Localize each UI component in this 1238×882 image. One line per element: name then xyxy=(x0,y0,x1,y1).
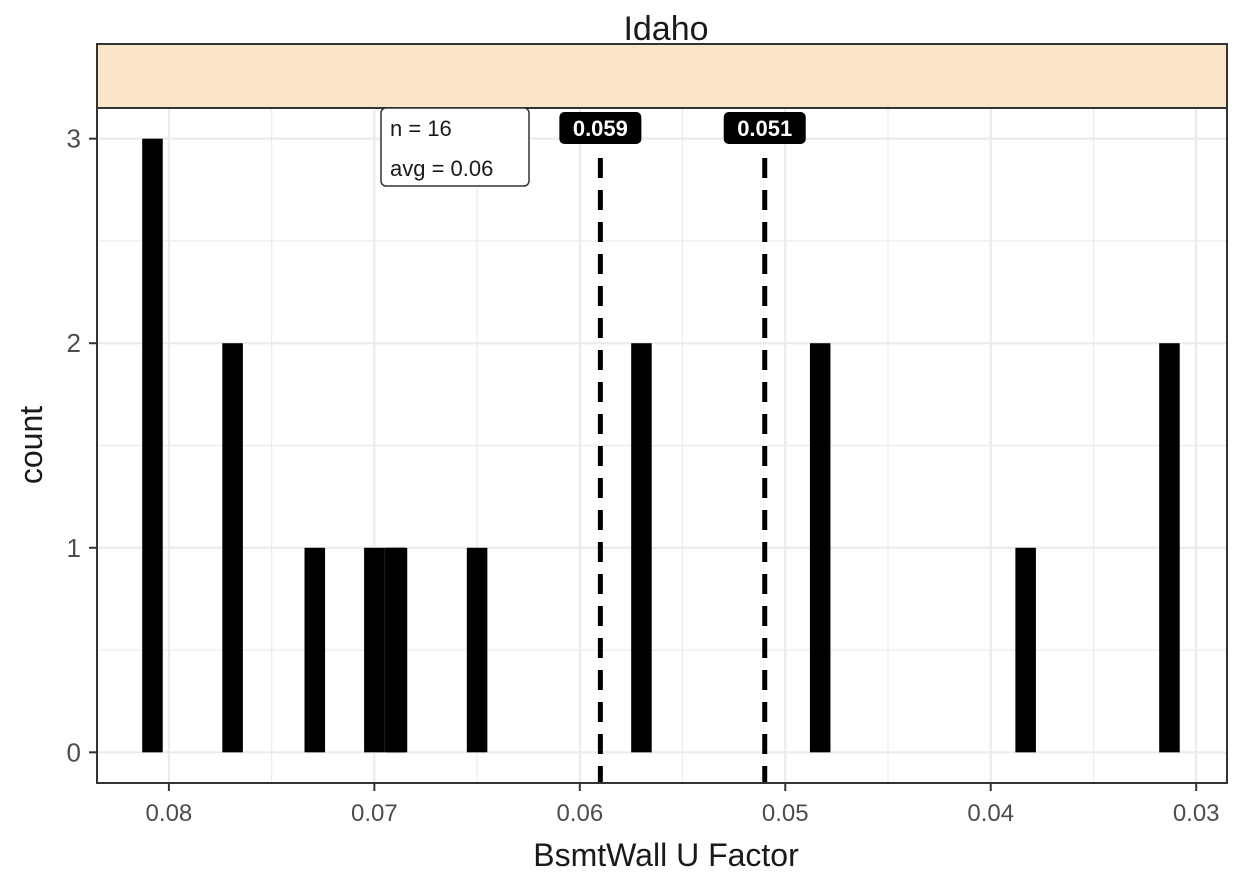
reference-line-label-box xyxy=(723,112,806,144)
x-tick-label: 0.05 xyxy=(762,800,809,827)
stats-annotation-avg: avg = 0.06 xyxy=(390,156,493,181)
x-tick-label: 0.03 xyxy=(1173,800,1220,827)
x-tick-label: 0.04 xyxy=(967,800,1014,827)
histogram-bar xyxy=(631,343,652,753)
histogram-bar xyxy=(364,547,385,753)
histogram-bar xyxy=(142,138,163,753)
x-tick-label: 0.08 xyxy=(146,800,193,827)
histogram-bar xyxy=(809,343,831,753)
stats-annotation: n = 16 avg = 0.06 xyxy=(380,107,530,187)
reference-line-label-box xyxy=(559,112,642,144)
y-axis-label: count xyxy=(13,406,49,484)
reference-line-label: 0.051 xyxy=(737,116,792,141)
facet-strip-title: Idaho xyxy=(623,10,708,48)
reference-lines: 0.059 0.051 xyxy=(559,112,806,783)
histogram-bar xyxy=(304,547,326,753)
reference-line-label: 0.059 xyxy=(573,116,628,141)
y-tick-label: 3 xyxy=(67,124,81,154)
y-axis-ticks: 0 1 2 3 xyxy=(67,124,97,767)
facet-strip xyxy=(96,43,1228,109)
y-tick-label: 1 xyxy=(67,533,81,563)
x-tick-label: 0.06 xyxy=(556,800,603,827)
y-tick-label: 2 xyxy=(67,328,81,358)
grid-lines xyxy=(97,108,1227,783)
histogram-bar xyxy=(1015,547,1036,753)
x-axis-label: BsmtWall U Factor xyxy=(533,837,799,873)
histogram-bar xyxy=(386,547,408,753)
x-axis-ticks: 0.08 0.07 0.06 0.05 0.04 0.03 xyxy=(146,783,1220,827)
y-tick-label: 0 xyxy=(67,737,81,767)
histogram-bar xyxy=(222,343,243,753)
stats-annotation-n: n = 16 xyxy=(390,116,452,141)
x-tick-label: 0.07 xyxy=(351,800,398,827)
stats-annotation-box xyxy=(380,107,530,187)
histogram-bar xyxy=(1159,343,1180,753)
bars xyxy=(142,138,1180,753)
histogram-bar xyxy=(466,547,488,753)
